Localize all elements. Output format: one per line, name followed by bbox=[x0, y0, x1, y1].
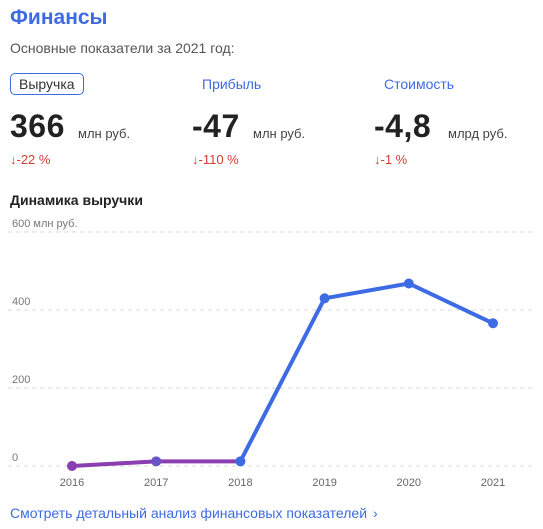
chevron-right-icon: › bbox=[373, 505, 378, 521]
detailed-analysis-link[interactable]: Смотреть детальный анализ финансовых пок… bbox=[10, 505, 378, 521]
page-subtitle: Основные показатели за 2021 год: bbox=[10, 40, 235, 56]
y-tick-label: 400 bbox=[12, 296, 30, 308]
series-line-segment bbox=[238, 296, 327, 464]
revenue-chart: 600 млн руб. 400 200 0 2016 2017 2018 2019 2020 2… bbox=[8, 218, 535, 489]
x-tick-label: 2019 bbox=[312, 477, 336, 489]
y-tick-label: 600 млн руб. bbox=[12, 218, 78, 230]
data-point bbox=[235, 456, 246, 467]
data-point bbox=[319, 293, 330, 304]
x-tick-label: 2016 bbox=[60, 477, 84, 489]
x-tick-label: 2021 bbox=[481, 477, 505, 489]
kpi-revenue-change: ↓-22 % bbox=[10, 152, 51, 167]
tab-value[interactable]: Стоимость bbox=[384, 76, 455, 92]
series-line-segment bbox=[322, 281, 411, 301]
y-tick-label: 0 bbox=[12, 452, 18, 464]
kpi-revenue-value: 366 bbox=[10, 108, 65, 144]
tab-profit[interactable]: Прибыль bbox=[202, 76, 262, 92]
tab-revenue[interactable]: Выручка bbox=[10, 73, 84, 95]
kpi-revenue-unit: млн руб. bbox=[78, 126, 131, 141]
x-tick-label: 2020 bbox=[397, 477, 421, 489]
kpi-value-unit: млрд руб. bbox=[448, 126, 508, 141]
chart-section-title: Динамика выручки bbox=[10, 192, 143, 208]
data-point bbox=[67, 461, 77, 471]
page-title: Финансы bbox=[10, 6, 108, 29]
series-line-segment bbox=[406, 281, 495, 326]
kpi-value-change: ↓-1 % bbox=[374, 152, 408, 167]
kpi-value-value: -4,8 bbox=[374, 108, 432, 144]
data-point bbox=[488, 318, 498, 329]
kpi-profit-change: ↓-110 % bbox=[192, 152, 239, 167]
x-tick-label: 2017 bbox=[144, 477, 168, 489]
data-point bbox=[403, 278, 414, 289]
series-line-segment bbox=[70, 459, 159, 468]
data-point bbox=[151, 456, 162, 467]
detailed-analysis-link-label[interactable]: Смотреть детальный анализ финансовых пок… bbox=[10, 505, 368, 521]
kpi-profit-value: -47 bbox=[192, 108, 240, 144]
x-tick-label: 2018 bbox=[228, 477, 252, 489]
kpi-profit-unit: млн руб. bbox=[253, 126, 306, 141]
y-tick-label: 200 bbox=[12, 374, 30, 386]
